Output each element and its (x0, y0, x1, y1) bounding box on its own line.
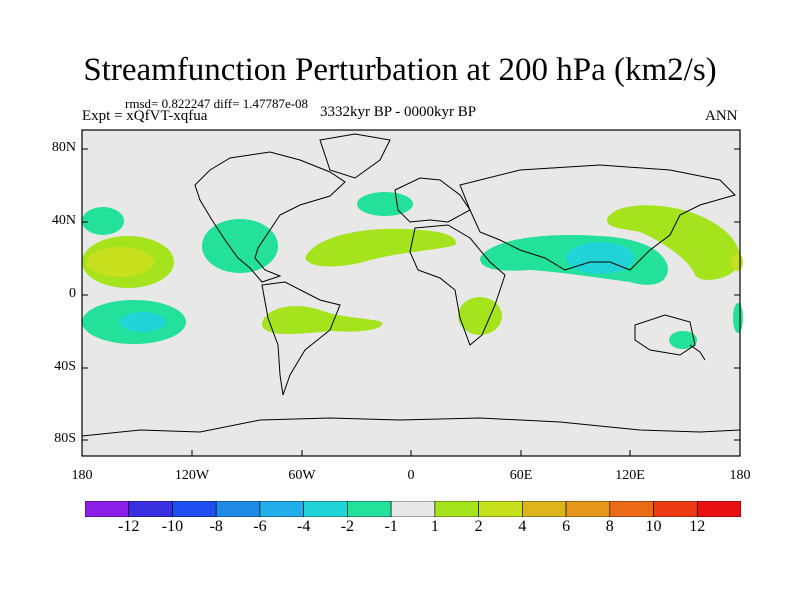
colorbar-swatch (565, 501, 611, 517)
lon-label-60e: 60E (509, 468, 533, 483)
lon-label-120e: 120E (615, 468, 645, 483)
colorbar-tick-label: 4 (518, 518, 527, 535)
field-contours (82, 192, 743, 349)
colorbar-tick-label: -8 (209, 518, 223, 535)
colorbar-swatch (347, 501, 392, 517)
colorbar-swatch (390, 501, 436, 517)
lat-label-80s: 80S (54, 431, 76, 446)
contour-south-africa (458, 297, 502, 335)
colorbar-swatch (609, 501, 654, 517)
rmsd-stats: rmsd= 0.822247 diff= 1.47787e-08 (125, 96, 309, 111)
contour-atlantic-positive (305, 228, 456, 267)
colorbar-tick-label: 1 (430, 518, 439, 535)
contour-west-europe (357, 192, 413, 216)
lon-label-180w: 180 (71, 468, 93, 483)
lat-label-80n: 80N (51, 140, 76, 155)
lat-label-40s: 40S (54, 359, 76, 374)
colorbar-swatch (172, 501, 217, 517)
experiment-label: Expt = xQfVT-xqfua (82, 108, 208, 124)
colorbar-swatch (478, 501, 523, 517)
colorbar-tick-label: 8 (605, 518, 614, 535)
lon-label-60w: 60W (288, 468, 316, 483)
contour-npac-west (82, 207, 124, 235)
contour-australia (669, 331, 697, 349)
contour-nw-pacific (607, 205, 740, 280)
contour-east-edge-core (731, 253, 743, 271)
lat-label-40n: 40N (51, 213, 76, 228)
lon-label-120w: 120W (174, 468, 210, 483)
contour-south-america (262, 305, 383, 335)
colorbar-swatch (215, 501, 261, 517)
plot-title: Streamfunction Perturbation at 200 hPa (… (83, 52, 717, 88)
contour-east-edge-negative (733, 303, 743, 333)
contour-asia-negative-core (566, 242, 634, 274)
colorbar-tick-label: -6 (253, 518, 267, 535)
colorbar-tick-label: -10 (161, 518, 184, 535)
contour-pac-positive-core (86, 247, 154, 277)
colorbar-swatch (128, 501, 173, 517)
colorbar-swatch (696, 501, 741, 517)
coastlines (81, 133, 741, 437)
time-period-label: 3332kyr BP - 0000kyr BP (320, 104, 477, 120)
colorbar-swatch (522, 501, 567, 517)
colorbar-swatch (653, 501, 698, 517)
colorbar-tick-label: 6 (562, 518, 571, 535)
colorbar-tick-label: -1 (384, 518, 398, 535)
colorbar-swatch (85, 501, 130, 517)
colorbar-swatch (259, 501, 304, 517)
map-background (82, 130, 740, 456)
colorbar-swatch (303, 501, 348, 517)
lon-label-0: 0 (407, 468, 415, 483)
colorbar-tick-label: -4 (296, 518, 311, 535)
colorbar-tick-label: 12 (689, 518, 706, 535)
contour-central-america (202, 219, 278, 273)
colorbar-tick-label: -2 (340, 518, 355, 535)
tick-marks (82, 148, 740, 456)
season-label: ANN (705, 108, 738, 124)
colorbar-tick-label: 10 (645, 518, 662, 535)
contour-spac-negative-core (120, 312, 166, 332)
colorbar-tick-label: 2 (474, 518, 483, 535)
colorbar (85, 501, 741, 517)
lat-label-eq: 0 (69, 286, 76, 301)
lon-label-180e: 180 (729, 468, 751, 483)
colorbar-tick-label: -12 (118, 518, 140, 535)
colorbar-swatch (434, 501, 479, 517)
